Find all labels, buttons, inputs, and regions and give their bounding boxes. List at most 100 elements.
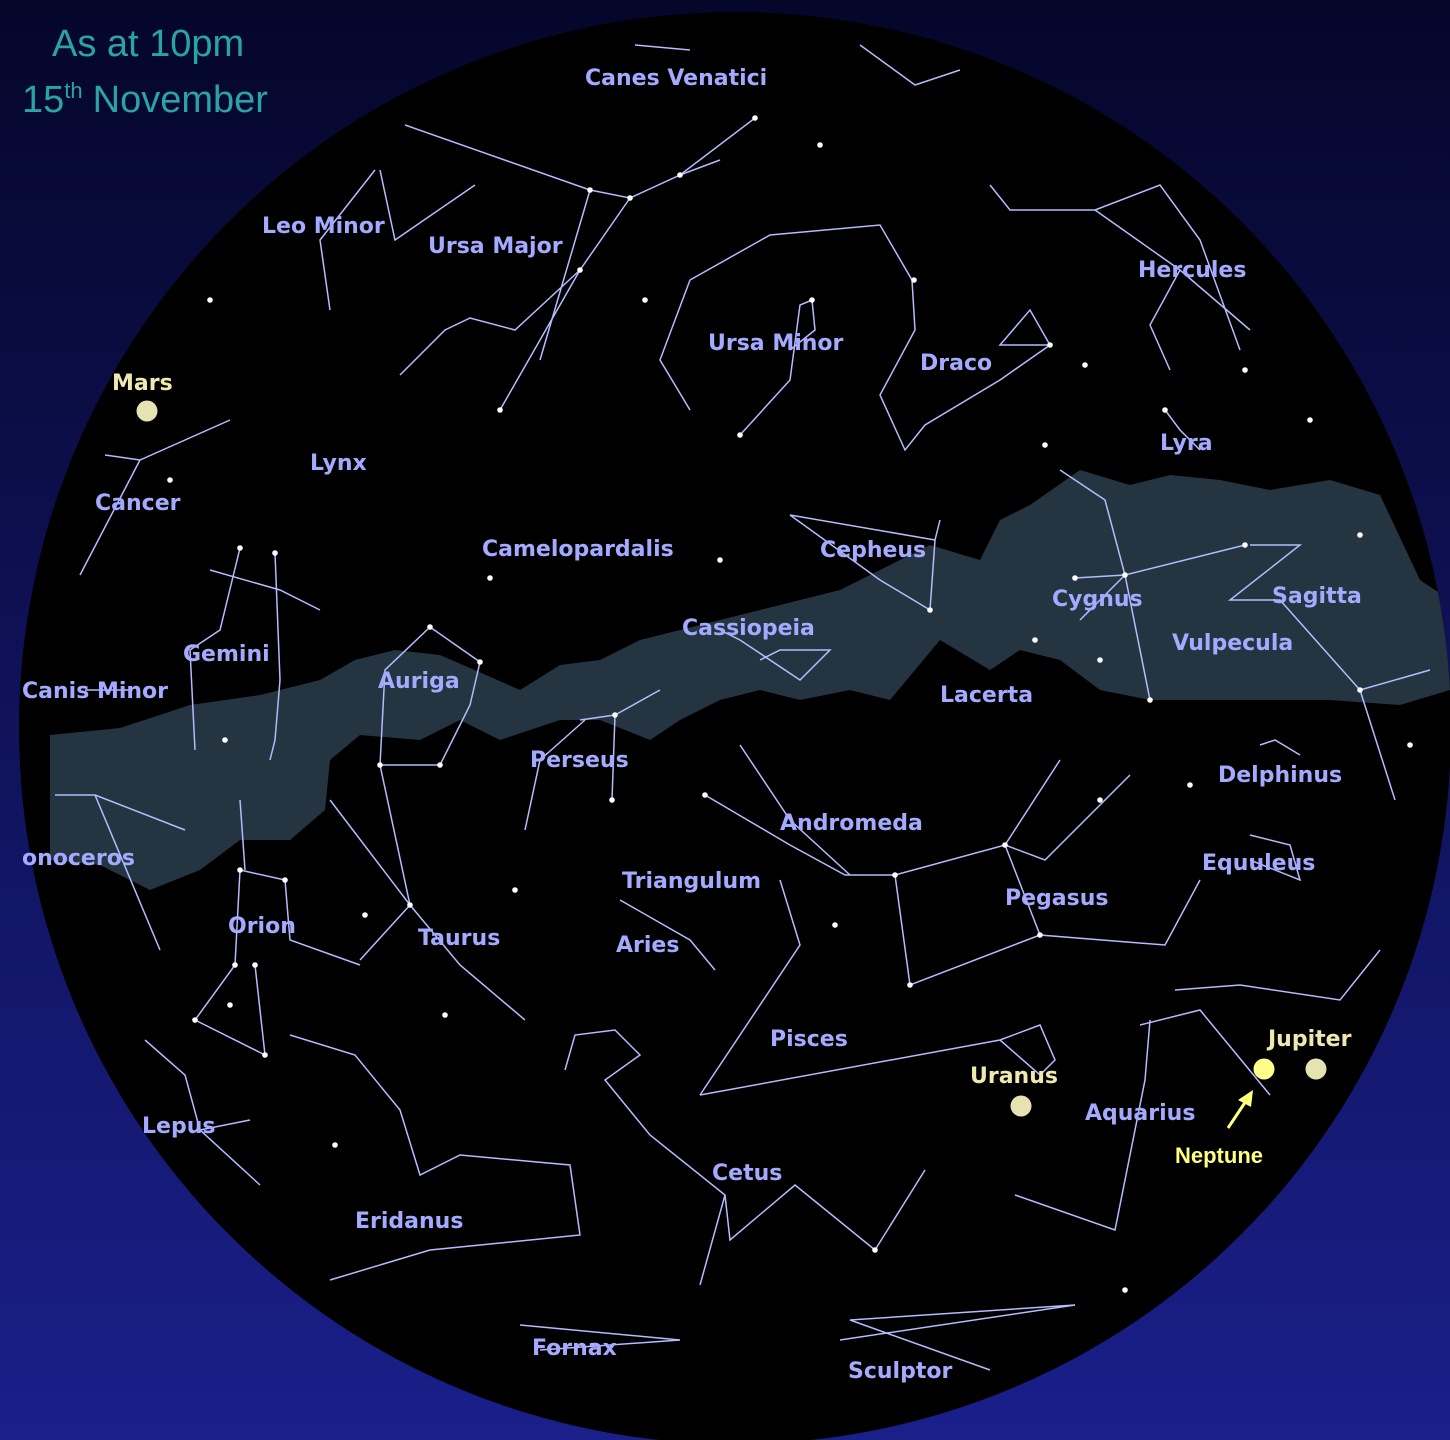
constellation-label: Delphinus [1218,763,1342,788]
milky-way [50,470,1450,890]
constellation-label: Ursa Major [428,234,563,259]
star [809,297,815,303]
constellation-line [839,1304,1076,1371]
constellation-label: Aries [616,933,679,958]
constellation-label: Andromeda [780,811,923,836]
star [577,267,583,273]
constellation-line [79,459,141,576]
star [587,187,593,193]
constellation-line [1149,269,1181,371]
constellation-line [94,794,186,831]
caption-month: November [93,79,269,121]
constellation-label: Canes Venatici [585,66,767,91]
constellation-line [1004,774,1131,861]
constellation-line [189,547,241,751]
constellation-label: Pegasus [1005,886,1109,911]
star [1097,657,1103,663]
constellation-line [209,569,321,611]
constellation-line [329,799,411,906]
constellation-label: Cancer [95,491,181,516]
constellation-label: Auriga [378,669,460,694]
star [377,762,383,768]
constellation-label: Draco [920,351,992,376]
constellation-line [699,879,801,1096]
star [227,1002,233,1008]
star [237,545,243,551]
constellation-line [239,869,361,966]
constellation-label: Triangulum [622,869,761,894]
star [872,1247,878,1253]
star [612,712,618,718]
star [907,982,913,988]
star [927,607,933,613]
planet [136,400,158,422]
star [497,407,503,413]
star [1122,572,1128,578]
star [262,1052,268,1058]
constellation-label: Lynx [310,451,367,476]
constellation-label: Eridanus [355,1209,463,1234]
constellation-line [1174,949,1381,1001]
star [237,867,243,873]
star [1242,542,1248,548]
constellation-line [1139,1009,1271,1096]
star [167,477,173,483]
constellation-line [239,799,246,871]
caption-day: 15 [22,79,64,121]
star [407,902,413,908]
constellation-label: Canis Minor [22,679,168,704]
star [832,922,838,928]
constellation-label: Lacerta [940,683,1033,708]
constellation-line [679,159,721,176]
constellation-label: Fornax [532,1336,617,1361]
constellation-line [1004,759,1061,846]
caption-date: 15th November [22,78,268,121]
constellation-label: onoceros [22,846,135,871]
constellation-line [319,169,376,311]
star [702,792,708,798]
constellation-line [379,764,526,1021]
star [1072,575,1078,581]
constellation-label: Gemini [183,642,270,667]
constellation-line [359,904,411,961]
planet-label: Neptune [1175,1143,1263,1168]
planet-label: Mars [112,371,173,396]
caption-time: As at 10pm [52,23,244,65]
constellation-label: Cassiopeia [682,616,815,641]
star [427,624,433,630]
star [1162,407,1168,413]
constellation-label: Cygnus [1052,587,1143,612]
constellation-line [739,744,851,876]
star [442,1012,448,1018]
constellation-line [1259,739,1301,756]
star [892,872,898,878]
constellation-label: Aquarius [1085,1101,1195,1126]
constellation-label: Perseus [530,748,629,773]
star [1307,417,1313,423]
star [437,762,443,768]
constellation-label: Pisces [770,1027,848,1052]
constellation-line [524,719,586,831]
star [1242,367,1248,373]
star [817,142,823,148]
star [487,575,493,581]
constellation-line [1094,184,1241,351]
star [1122,1287,1128,1293]
constellation-line [739,298,816,436]
star [362,912,368,918]
planet [1305,1058,1327,1080]
constellation-label: Ursa Minor [708,331,844,356]
constellation-label: Lyra [1160,431,1213,456]
constellation-line [539,189,591,361]
constellation-label: Cepheus [820,538,926,563]
star [222,737,228,743]
constellation-label: Taurus [418,926,500,951]
star [332,1142,338,1148]
star [609,797,615,803]
constellation-line [699,1024,1056,1096]
constellation-line [934,519,941,541]
constellation-label: Sculptor [848,1359,952,1384]
star [282,877,288,883]
constellation-line [1079,574,1126,621]
star [192,1017,198,1023]
